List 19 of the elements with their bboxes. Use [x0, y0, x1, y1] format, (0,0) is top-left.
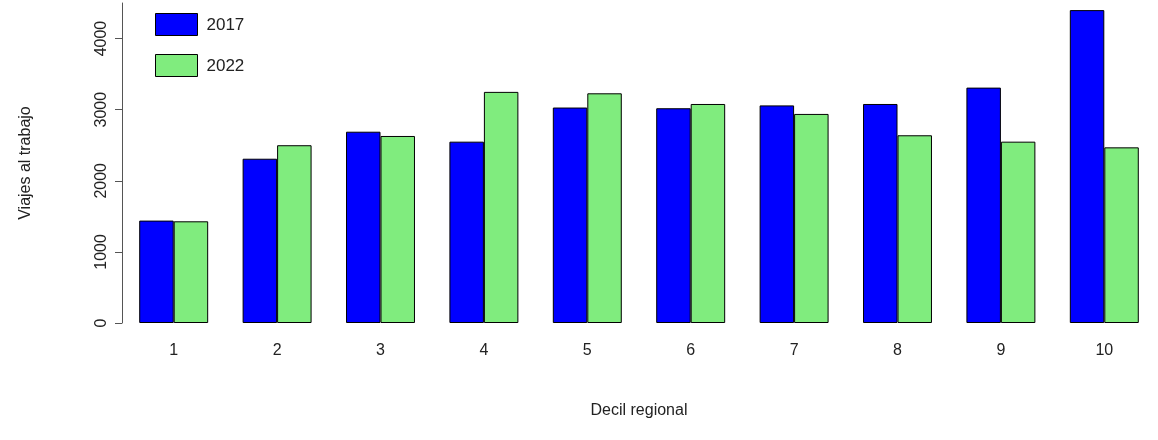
x-tick-label: 6	[686, 340, 696, 358]
legend-label: 2017	[206, 15, 245, 34]
y-tick-label: 2000	[91, 162, 109, 199]
x-tick-label: 4	[479, 340, 489, 358]
y-tick-label: 0	[91, 318, 109, 328]
y-tick-label: 4000	[91, 20, 109, 57]
x-tick-label: 1	[169, 340, 179, 358]
x-tick-label: 10	[1095, 340, 1114, 358]
x-tick-label: 5	[582, 340, 592, 358]
legend-label: 2022	[206, 56, 245, 75]
y-tick-label: 1000	[91, 233, 109, 270]
x-tick-label: 3	[376, 340, 386, 358]
x-tick-label: 9	[996, 340, 1006, 358]
y-axis-title: Viajes al trabajo	[15, 106, 33, 220]
x-tick-label: 7	[789, 340, 799, 358]
x-tick-label: 8	[893, 340, 903, 358]
x-axis-title: Decil regional	[590, 400, 688, 418]
x-tick-label: 2	[272, 340, 282, 358]
y-tick-label: 3000	[91, 91, 109, 128]
